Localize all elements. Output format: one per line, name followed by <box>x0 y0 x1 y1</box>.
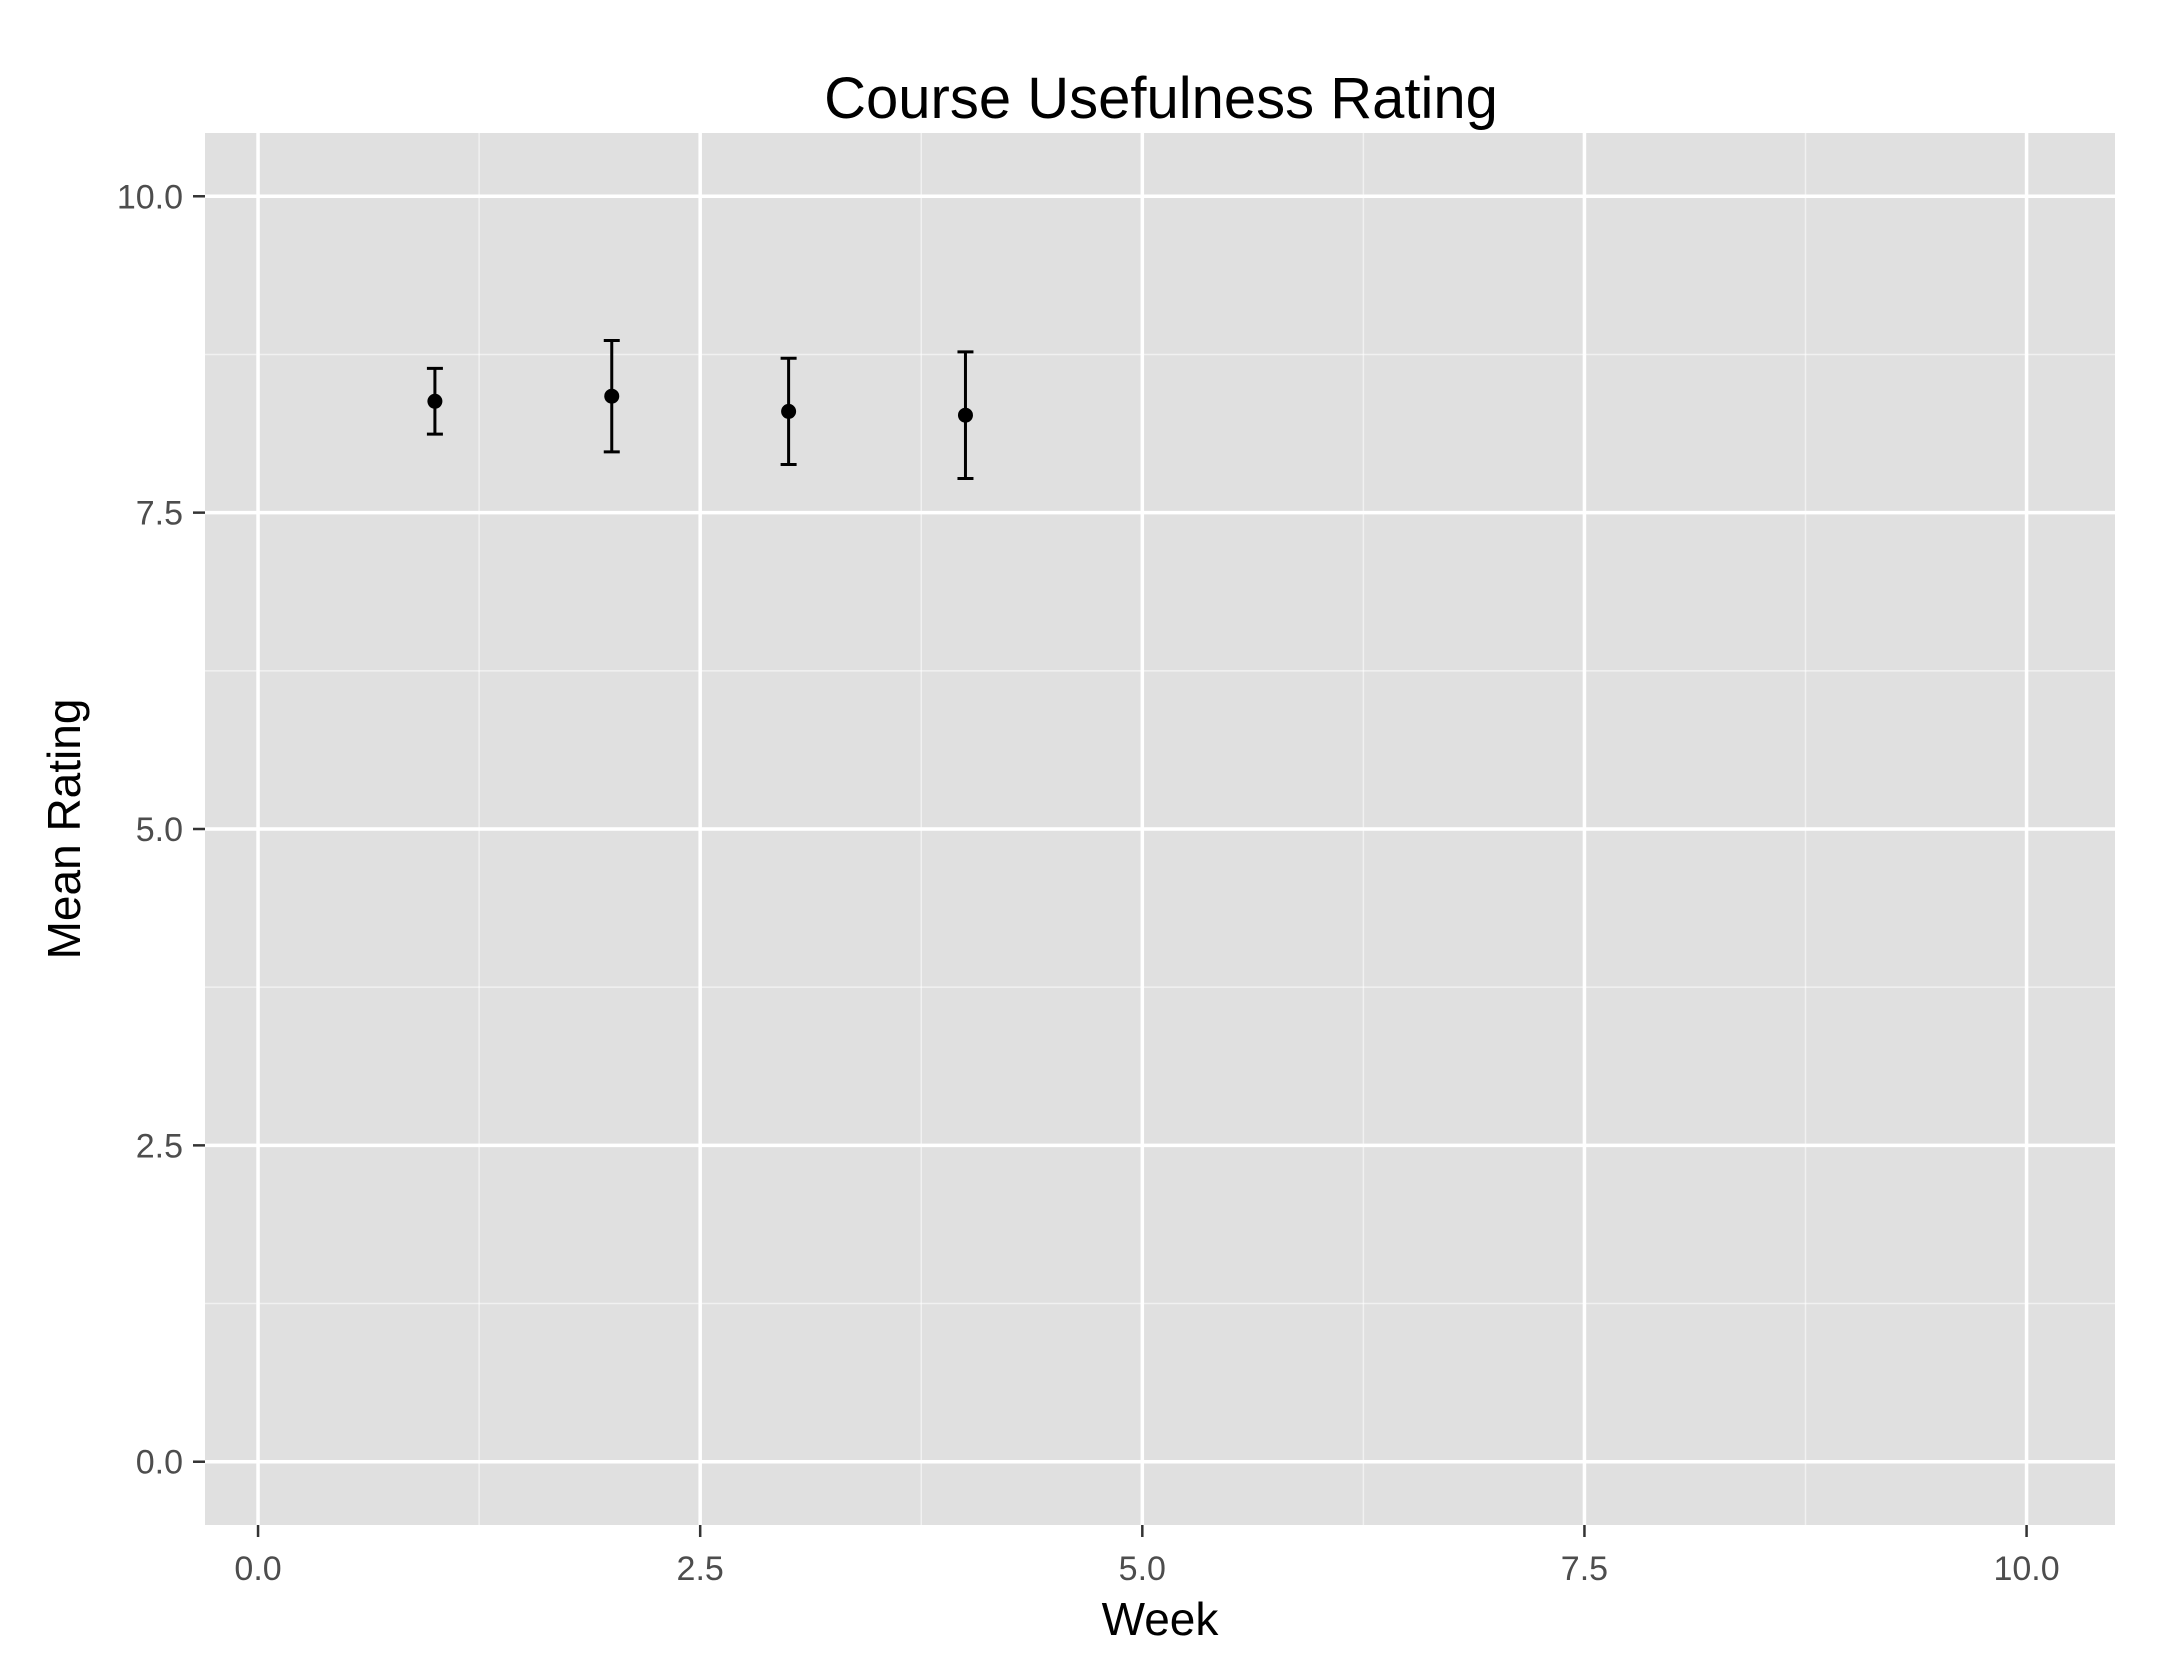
data-marks <box>426 339 974 480</box>
data-point <box>957 407 973 423</box>
data-point-group-3 <box>780 356 797 467</box>
data-point <box>427 393 443 409</box>
y-tick-label: 0.0 <box>136 1444 183 1482</box>
y-tick-label: 10.0 <box>117 178 183 216</box>
data-point-group-4 <box>957 350 974 480</box>
y-axis: 0.0 2.5 5.0 7.5 10.0 <box>117 178 205 1482</box>
major-gridlines <box>205 133 2115 1525</box>
data-point <box>781 403 797 419</box>
x-tick-label: 2.5 <box>677 1550 724 1588</box>
x-tick-label: 5.0 <box>1119 1550 1166 1588</box>
y-tick-label: 2.5 <box>136 1127 183 1165</box>
x-axis-title: Week <box>1102 1593 1220 1645</box>
x-axis: 0.0 2.5 5.0 7.5 10.0 <box>234 1525 2060 1588</box>
data-point <box>604 388 620 404</box>
x-tick-label: 10.0 <box>1993 1550 2059 1588</box>
y-tick-label: 5.0 <box>136 811 183 849</box>
data-point-group-1 <box>426 366 443 436</box>
data-point-group-2 <box>603 339 620 454</box>
y-tick-label: 7.5 <box>136 495 183 533</box>
chart-title: Course Usefulness Rating <box>824 66 1498 131</box>
x-tick-label: 7.5 <box>1561 1550 1608 1588</box>
y-axis-title: Mean Rating <box>38 699 90 960</box>
x-tick-label: 0.0 <box>234 1550 281 1588</box>
